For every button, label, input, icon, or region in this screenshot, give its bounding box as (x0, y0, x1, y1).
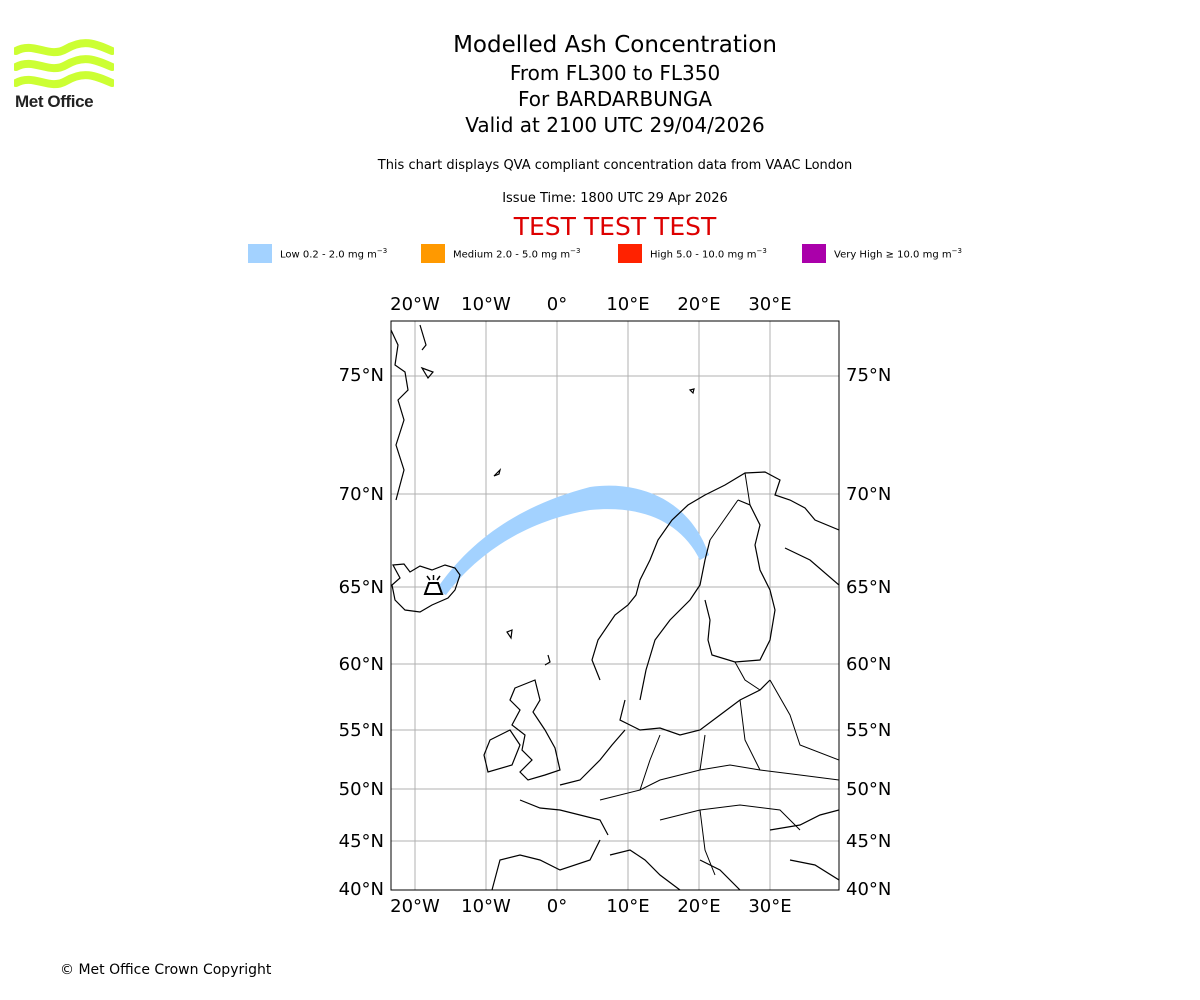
legend-label-very-high: Very High ≥ 10.0 mg m−3 (834, 247, 962, 261)
lat-label-left: 45°N (339, 831, 384, 852)
lon-label-top: 20°E (677, 294, 720, 315)
lat-label-right: 50°N (846, 779, 891, 800)
legend-swatch-low (248, 244, 272, 263)
lat-label-right: 60°N (846, 654, 891, 675)
lat-label-right: 55°N (846, 720, 891, 741)
lon-label-top: 0° (547, 294, 567, 315)
lon-label-bottom: 10°W (461, 896, 511, 917)
ash-plume-low (436, 485, 709, 595)
coastlines (391, 324, 839, 890)
legend-label-low: Low 0.2 - 2.0 mg m−3 (280, 247, 388, 261)
chart-title: Modelled Ash Concentration (453, 32, 777, 58)
lon-label-top: 20°W (390, 294, 440, 315)
volcano-title: For BARDARBUNGA (517, 87, 713, 111)
lat-label-right: 65°N (846, 577, 891, 598)
map-frame (390, 320, 840, 891)
lon-label-bottom: 20°W (390, 896, 440, 917)
title-block: Modelled Ash Concentration From FL300 to… (315, 30, 915, 138)
lon-label-bottom: 0° (547, 896, 567, 917)
test-banner: TEST TEST TEST (513, 212, 717, 241)
lon-label-bottom: 20°E (677, 896, 720, 917)
lat-label-left: 40°N (339, 879, 384, 900)
lon-label-top: 10°W (461, 294, 511, 315)
legend-swatch-very-high (802, 244, 826, 263)
lat-label-left: 65°N (339, 577, 384, 598)
lat-label-left: 55°N (339, 720, 384, 741)
lat-label-left: 70°N (339, 484, 384, 505)
valid-time-title: Valid at 2100 UTC 29/04/2026 (465, 113, 765, 137)
legend-swatch-medium (421, 244, 445, 263)
lat-label-right: 40°N (846, 879, 891, 900)
copyright: © Met Office Crown Copyright (60, 962, 272, 978)
lon-label-bottom: 30°E (748, 896, 791, 917)
legend-label-medium: Medium 2.0 - 5.0 mg m−3 (453, 247, 581, 261)
legend-label-high: High 5.0 - 10.0 mg m−3 (650, 247, 767, 261)
met-office-logo-icon (14, 39, 114, 89)
lat-label-right: 75°N (846, 365, 891, 386)
volcano-icon (423, 575, 444, 595)
lon-label-top: 30°E (748, 294, 791, 315)
flight-level-title: From FL300 to FL350 (509, 61, 721, 85)
lon-label-top: 10°E (606, 294, 649, 315)
lat-label-left: 60°N (339, 654, 384, 675)
lat-label-left: 50°N (339, 779, 384, 800)
graticule (391, 321, 839, 890)
lat-label-right: 45°N (846, 831, 891, 852)
issue-time: Issue Time: 1800 UTC 29 Apr 2026 (502, 191, 728, 206)
legend-swatch-high (618, 244, 642, 263)
logo-text: Met Office (15, 92, 94, 111)
lat-label-left: 75°N (339, 365, 384, 386)
lon-label-bottom: 10°E (606, 896, 649, 917)
lat-label-right: 70°N (846, 484, 891, 505)
chart-subtitle: This chart displays QVA compliant concen… (377, 158, 853, 173)
